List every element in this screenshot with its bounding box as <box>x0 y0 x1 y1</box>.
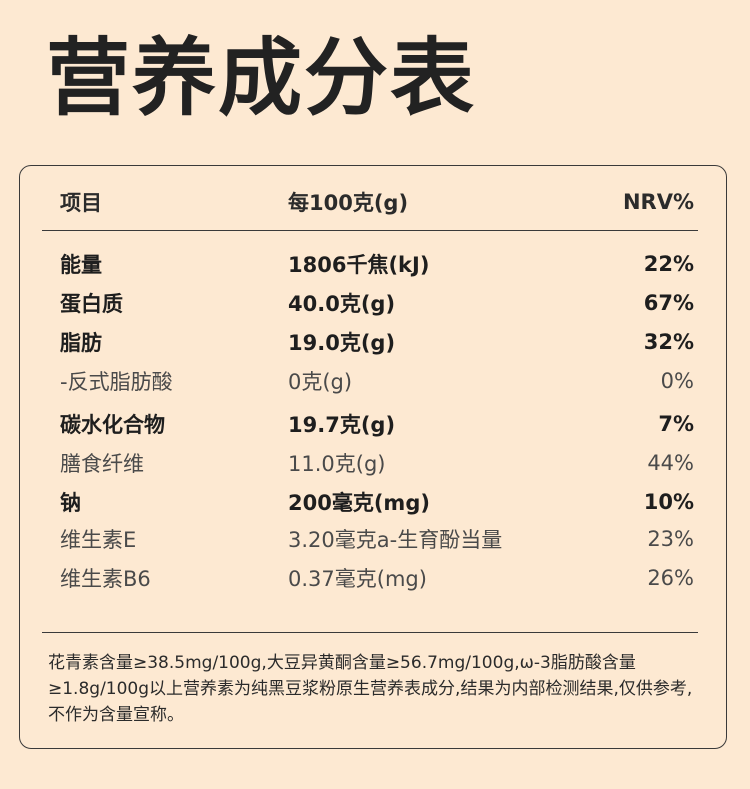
header-item: 项目 <box>60 191 102 215</box>
row-value: 0.37毫克(mg) <box>288 567 427 591</box>
row-item: 脂肪 <box>60 331 102 355</box>
footer-divider <box>42 632 698 633</box>
row-value: 11.0克(g) <box>288 452 386 476</box>
table-row: 维生素B6 0.37毫克(mg) 26% <box>60 561 694 595</box>
row-item: -反式脂肪酸 <box>60 370 173 394</box>
row-nrv: 32% <box>643 330 694 354</box>
table-row: 维生素E 3.20毫克a-生育酚当量 23% <box>60 522 694 556</box>
table-row: 钠 200毫克(mg) 10% <box>60 485 694 519</box>
row-nrv: 26% <box>647 566 694 590</box>
row-nrv: 23% <box>647 527 694 551</box>
table-row: 蛋白质 40.0克(g) 67% <box>60 286 694 320</box>
row-value: 40.0克(g) <box>288 292 396 316</box>
row-item: 维生素E <box>60 528 137 552</box>
row-value: 3.20毫克a-生育酚当量 <box>288 528 503 552</box>
row-nrv: 67% <box>643 291 694 315</box>
table-header: 项目 每100克(g) NRV% <box>60 185 694 219</box>
footnote: 花青素含量≥38.5mg/100g,大豆异黄酮含量≥56.7mg/100g,ω-… <box>48 653 693 725</box>
row-value: 1806千焦(kJ) <box>288 253 430 277</box>
nutrition-table-panel: 项目 每100克(g) NRV% 能量 1806千焦(kJ) 22% 蛋白质 40.0克… <box>19 165 727 749</box>
row-item: 蛋白质 <box>60 292 123 316</box>
row-item: 钠 <box>60 491 81 515</box>
row-value: 0克(g) <box>288 370 353 394</box>
table-row: 膳食纤维 11.0克(g) 44% <box>60 446 694 480</box>
page-title: 营养成分表 <box>46 29 477 127</box>
table-row: 能量 1806千焦(kJ) 22% <box>60 247 694 281</box>
row-value: 19.7克(g) <box>288 413 396 437</box>
row-value: 19.0克(g) <box>288 331 396 355</box>
row-nrv: 10% <box>643 490 694 514</box>
table-row: -反式脂肪酸 0克(g) 0% <box>60 364 694 398</box>
row-item: 碳水化合物 <box>60 413 165 437</box>
header-divider <box>42 230 698 231</box>
row-value: 200毫克(mg) <box>288 491 430 515</box>
row-item: 维生素B6 <box>60 567 151 591</box>
row-nrv: 22% <box>643 252 694 276</box>
table-row: 碳水化合物 19.7克(g) 7% <box>60 407 694 441</box>
row-item: 膳食纤维 <box>60 452 144 476</box>
row-nrv: 7% <box>658 412 694 436</box>
row-nrv: 44% <box>647 451 694 475</box>
header-nrv: NRV% <box>622 190 694 214</box>
header-per-100g: 每100克(g) <box>288 191 409 215</box>
row-nrv: 0% <box>660 369 694 393</box>
row-item: 能量 <box>60 253 102 277</box>
table-row: 脂肪 19.0克(g) 32% <box>60 325 694 359</box>
